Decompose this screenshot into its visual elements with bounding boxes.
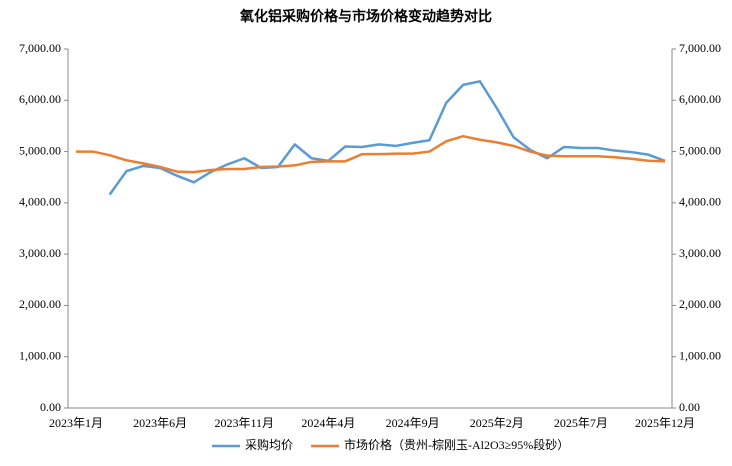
x-tick-label: 2025年7月 [554, 416, 608, 430]
y2-tick-label: 4,000.00 [679, 195, 721, 209]
y2-tick-label: 7,000.00 [679, 41, 721, 55]
x-tick-label: 2024年4月 [301, 416, 355, 430]
series-line [108, 80, 666, 196]
y-tick-label: 0.00 [40, 400, 61, 414]
y2-tick-label: 1,000.00 [679, 348, 721, 362]
legend-label: 采购均价 [245, 437, 293, 452]
y-tick-label: 2,000.00 [19, 297, 61, 311]
y-tick-label: 6,000.00 [19, 92, 61, 106]
y-tick-label: 4,000.00 [19, 195, 61, 209]
x-tick-label: 2025年12月 [635, 416, 695, 430]
y-tick-label: 3,000.00 [19, 246, 61, 260]
x-tick-label: 2023年6月 [133, 416, 187, 430]
y-tick-label: 5,000.00 [19, 143, 61, 157]
y2-tick-label: 6,000.00 [679, 92, 721, 106]
x-tick-label: 2025年2月 [470, 416, 524, 430]
x-tick-label: 2023年11月 [215, 416, 275, 430]
legend-label: 市场价格（贵州-棕刚玉-Al2O3≥95%段砂） [344, 437, 569, 452]
series-line [76, 134, 666, 174]
y-tick-label: 7,000.00 [19, 41, 61, 55]
y2-tick-label: 5,000.00 [679, 143, 721, 157]
x-tick-label: 2023年1月 [49, 416, 103, 430]
y-tick-label: 1,000.00 [19, 348, 61, 362]
y2-tick-label: 3,000.00 [679, 246, 721, 260]
y2-tick-label: 2,000.00 [679, 297, 721, 311]
y2-tick-label: 0.00 [679, 400, 700, 414]
chart-title: 氧化铝采购价格与市场价格变动趋势对比 [239, 8, 492, 25]
x-tick-label: 2024年9月 [386, 416, 440, 430]
